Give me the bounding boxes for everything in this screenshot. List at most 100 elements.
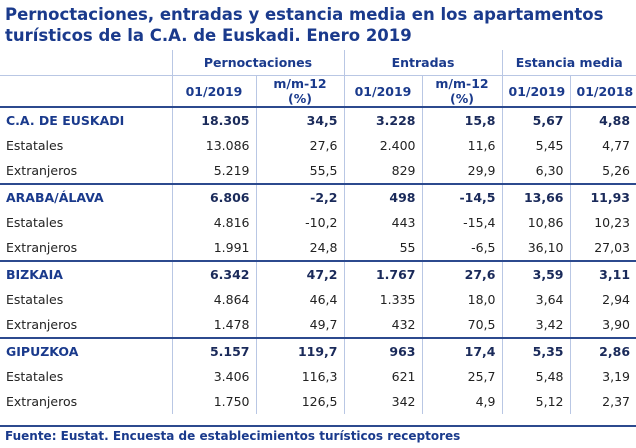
row-label: Estatales bbox=[6, 138, 64, 153]
cell-pern-mm: 47,2 bbox=[255, 260, 344, 287]
cell-em2019: 5,45 bbox=[501, 133, 570, 158]
cell-em2019: 10,86 bbox=[501, 210, 570, 235]
title-line-2: turísticos de la C.A. de Euskadi. Enero … bbox=[5, 26, 412, 45]
table-row-region: BIZKAIA 6.342 47,2 1.767 27,6 3,59 3,11 bbox=[0, 260, 636, 287]
cell-em2018: 3,90 bbox=[569, 312, 636, 338]
cell-em2018: 3,11 bbox=[569, 260, 636, 287]
cell-ent: 3.228 bbox=[343, 107, 422, 133]
cell-pern: 18.305 bbox=[171, 107, 256, 133]
table-row-region: GIPUZKOA 5.157 119,7 963 17,4 5,35 2,86 bbox=[0, 337, 636, 364]
cell-ent-mm: 27,6 bbox=[421, 260, 502, 287]
cell-em2018: 5,26 bbox=[569, 158, 636, 184]
cell-ent-mm: -6,5 bbox=[421, 235, 502, 261]
cell-pern-mm: 119,7 bbox=[255, 337, 344, 364]
cell-pern: 1.991 bbox=[171, 235, 256, 261]
cell-pern: 6.342 bbox=[171, 260, 256, 287]
cell-ent: 963 bbox=[343, 337, 422, 364]
cell-ent: 1.335 bbox=[343, 287, 422, 312]
cell-ent: 2.400 bbox=[343, 133, 422, 158]
statistics-table: Pernoctaciones Entradas Estancia media 0… bbox=[0, 50, 636, 414]
cell-pern: 5.219 bbox=[171, 158, 256, 184]
row-label: Extranjeros bbox=[6, 394, 78, 409]
source-note: Fuente: Eustat. Encuesta de establecimie… bbox=[5, 429, 461, 443]
cell-ent-mm: 25,7 bbox=[421, 364, 502, 389]
row-label: C.A. DE EUSKADI bbox=[6, 113, 125, 128]
cell-em2018: 10,23 bbox=[569, 210, 636, 235]
cell-em2018: 3,19 bbox=[569, 364, 636, 389]
row-label: Extranjeros bbox=[6, 317, 78, 332]
header-mm-line2: (%) bbox=[450, 91, 474, 106]
header-empty-cell bbox=[0, 50, 172, 76]
cell-em2019: 3,42 bbox=[501, 312, 570, 338]
cell-ent: 342 bbox=[343, 389, 422, 414]
cell-ent-mm: -15,4 bbox=[421, 210, 502, 235]
cell-ent-mm: 11,6 bbox=[421, 133, 502, 158]
cell-pern-mm: -2,2 bbox=[255, 183, 344, 210]
cell-em2019: 3,59 bbox=[501, 260, 570, 287]
row-label: ARABA/ÁLAVA bbox=[0, 183, 172, 210]
table-row: Extranjeros 1.750 126,5 342 4,9 5,12 2,37 bbox=[0, 389, 636, 414]
cell-em2018: 2,86 bbox=[569, 337, 636, 364]
table-title: Pernoctaciones, entradas y estancia medi… bbox=[5, 4, 631, 46]
cell-em2018: 4,88 bbox=[569, 107, 636, 133]
row-label: BIZKAIA bbox=[0, 260, 172, 287]
cell-ent: 1.767 bbox=[343, 260, 422, 287]
row-label: Extranjeros bbox=[6, 240, 78, 255]
cell-pern-mm: 46,4 bbox=[255, 287, 344, 312]
cell-pern: 13.086 bbox=[171, 133, 256, 158]
cell-pern-mm: 27,6 bbox=[255, 133, 344, 158]
cell-ent: 443 bbox=[343, 210, 422, 235]
cell-em2019: 5,48 bbox=[501, 364, 570, 389]
cell-em2018: 2,37 bbox=[569, 389, 636, 414]
cell-em2018: 2,94 bbox=[569, 287, 636, 312]
table-row: Extranjeros 1.991 24,8 55 -6,5 36,10 27,03 bbox=[0, 235, 636, 261]
cell-pern-mm: 55,5 bbox=[255, 158, 344, 184]
header-pern-mm: m/m-12 (%) bbox=[255, 75, 344, 108]
header-ent-period: 01/2019 bbox=[343, 75, 422, 108]
header-em-2018: 01/2018 bbox=[569, 75, 636, 108]
cell-ent: 498 bbox=[343, 183, 422, 210]
cell-pern-mm: 24,8 bbox=[255, 235, 344, 261]
cell-em2019: 6,30 bbox=[501, 158, 570, 184]
cell-em2019: 5,12 bbox=[501, 389, 570, 414]
cell-em2018: 27,03 bbox=[569, 235, 636, 261]
header-estancia-media: Estancia media bbox=[501, 50, 636, 76]
cell-pern-mm: 126,5 bbox=[255, 389, 344, 414]
cell-pern: 1.750 bbox=[171, 389, 256, 414]
table-row: Estatales 4.864 46,4 1.335 18,0 3,64 2,94 bbox=[0, 287, 636, 312]
cell-ent: 432 bbox=[343, 312, 422, 338]
cell-em2018: 11,93 bbox=[569, 183, 636, 210]
cell-pern: 4.816 bbox=[171, 210, 256, 235]
table-row-region: ARABA/ÁLAVA 6.806 -2,2 498 -14,5 13,66 11,93 bbox=[0, 183, 636, 210]
cell-em2019: 13,66 bbox=[501, 183, 570, 210]
table-row: Extranjeros 5.219 55,5 829 29,9 6,30 5,26 bbox=[0, 158, 636, 184]
row-label: Estatales bbox=[6, 369, 64, 384]
row-label: GIPUZKOA bbox=[0, 337, 172, 364]
cell-em2019: 5,35 bbox=[501, 337, 570, 364]
cell-ent-mm: 17,4 bbox=[421, 337, 502, 364]
cell-ent: 829 bbox=[343, 158, 422, 184]
cell-ent-mm: 29,9 bbox=[421, 158, 502, 184]
row-label: Estatales bbox=[6, 215, 64, 230]
header-pernoctaciones: Pernoctaciones bbox=[171, 50, 344, 76]
cell-pern: 6.806 bbox=[171, 183, 256, 210]
header-pern-period: 01/2019 bbox=[171, 75, 256, 108]
header-row-groups: Pernoctaciones Entradas Estancia media bbox=[0, 50, 636, 76]
cell-ent-mm: 70,5 bbox=[421, 312, 502, 338]
cell-pern-mm: 116,3 bbox=[255, 364, 344, 389]
header-ent-mm: m/m-12 (%) bbox=[421, 75, 502, 108]
table-row: Extranjeros 1.478 49,7 432 70,5 3,42 3,90 bbox=[0, 312, 636, 338]
cell-pern: 3.406 bbox=[171, 364, 256, 389]
cell-em2019: 3,64 bbox=[501, 287, 570, 312]
cell-ent: 55 bbox=[343, 235, 422, 261]
table-body: C.A. DE EUSKADI 18.305 34,5 3.228 15,8 5,67 4,… bbox=[0, 107, 636, 414]
header-em-2019: 01/2019 bbox=[501, 75, 570, 108]
cell-pern: 1.478 bbox=[171, 312, 256, 338]
cell-ent-mm: 4,9 bbox=[421, 389, 502, 414]
header-empty-cell bbox=[0, 75, 172, 108]
table-row-region: C.A. DE EUSKADI 18.305 34,5 3.228 15,8 5,67 4,… bbox=[0, 107, 636, 133]
table-row: Estatales 4.816 -10,2 443 -15,4 10,86 10,23 bbox=[0, 210, 636, 235]
cell-pern-mm: 34,5 bbox=[255, 107, 344, 133]
cell-pern-mm: -10,2 bbox=[255, 210, 344, 235]
header-entradas: Entradas bbox=[343, 50, 502, 76]
